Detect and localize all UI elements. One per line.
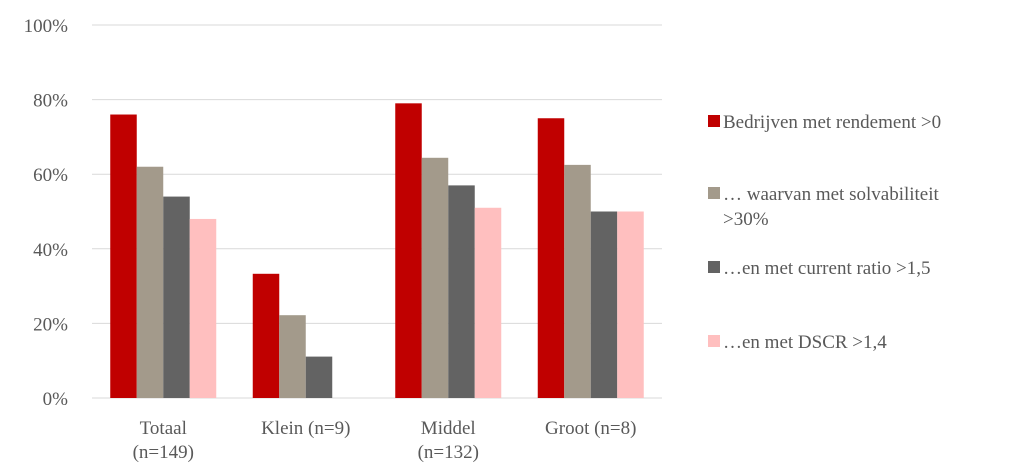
legend-swatch — [708, 115, 720, 127]
y-tick-label: 100% — [24, 16, 69, 37]
y-axis-tick-labels: 0% 20% 40% 60% 80% 100% — [24, 16, 69, 410]
x-category-label: (n=132) — [418, 442, 479, 463]
y-tick-label: 20% — [33, 314, 68, 335]
bar — [136, 166, 164, 398]
y-tick-label: 80% — [33, 91, 68, 112]
bar — [279, 315, 306, 398]
legend-label: Bedrijven met rendement >0 — [723, 112, 941, 133]
bar — [421, 157, 449, 398]
y-tick-label: 0% — [43, 389, 69, 410]
legend-swatch — [708, 187, 720, 199]
x-category-label: Groot (n=8) — [545, 418, 636, 439]
bar — [474, 207, 502, 398]
x-category-label: Middel — [421, 418, 476, 439]
bar — [564, 164, 591, 398]
legend-swatch — [708, 335, 720, 347]
bar — [617, 211, 644, 398]
x-category-label: Klein (n=9) — [261, 418, 350, 439]
bars — [110, 103, 644, 399]
bar — [163, 196, 190, 398]
y-tick-label: 60% — [33, 165, 68, 186]
bar — [395, 103, 422, 398]
bar — [110, 114, 137, 399]
bar — [305, 356, 333, 398]
bar — [252, 273, 280, 398]
bar — [189, 218, 217, 398]
x-category-label: (n=149) — [133, 442, 194, 463]
legend-label: …en met DSCR >1,4 — [723, 332, 887, 353]
legend-label: … waarvan met solvabiliteit — [723, 184, 940, 205]
legend-label: >30% — [723, 209, 769, 230]
legend-label: …en met current ratio >1,5 — [723, 258, 931, 279]
x-axis-category-labels: Totaal (n=149) Klein (n=9) Middel (n=132) Gro… — [133, 418, 637, 463]
bar — [448, 185, 475, 398]
x-category-label: Totaal — [140, 418, 187, 439]
bar — [590, 211, 618, 398]
legend-swatch — [708, 261, 720, 273]
legend: Bedrijven met rendement >0 … waarvan met … — [708, 112, 941, 353]
bar — [537, 118, 565, 398]
y-tick-label: 40% — [33, 240, 68, 261]
